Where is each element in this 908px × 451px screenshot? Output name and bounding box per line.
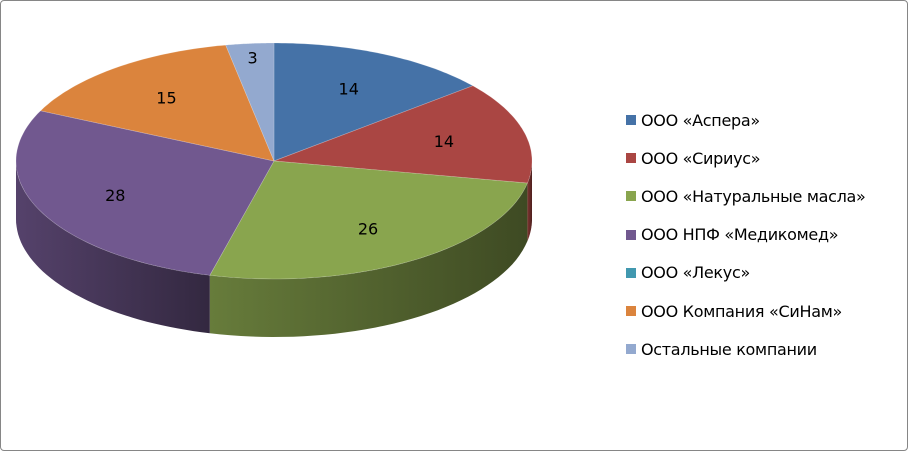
legend-item: ООО «Натуральные масла» [626,177,866,215]
data-label: 3 [248,49,258,68]
legend-label: ООО «Сириус» [641,148,761,168]
pie-slice-side [16,161,210,334]
legend-item: ООО «Лекус» [626,254,866,292]
legend-swatch [626,306,636,317]
pie-slice [273,85,533,184]
legend-swatch [626,115,636,126]
legend: ООО «Аспера» ООО «Сириус» ООО «Натуральные… [626,101,866,368]
legend-label: ООО «Натуральные масла» [641,186,866,206]
legend-label: ООО Компания «СиНам» [641,301,842,321]
pie-slice [209,160,528,280]
data-label: 28 [105,186,125,205]
data-label: 15 [156,89,176,108]
legend-swatch [626,229,636,240]
pie-slice [273,42,474,162]
legend-item: Остальные компании [626,330,866,368]
legend-swatch [626,344,636,355]
legend-label: ООО «Аспера» [641,110,760,130]
pie-slice [15,110,275,276]
pie-slice [225,42,275,162]
legend-item: ООО «Сириус» [626,139,866,177]
legend-swatch [626,153,636,164]
legend-label: ООО НПФ «Медикомед» [641,225,839,245]
data-label: 14 [434,132,454,151]
pie-slice-side [527,161,532,242]
legend-label: Остальные компании [641,339,817,359]
data-label: 26 [358,220,378,239]
legend-item: ООО «Аспера» [626,101,866,139]
legend-item: ООО НПФ «Медикомед» [626,216,866,254]
pie-slice [39,44,275,162]
legend-label: ООО «Лекус» [641,263,750,283]
data-label: 14 [339,79,359,98]
legend-swatch [626,191,636,202]
legend-swatch [626,267,636,278]
legend-item: ООО Компания «СиНам» [626,292,866,330]
pie-slice-side [209,183,528,337]
